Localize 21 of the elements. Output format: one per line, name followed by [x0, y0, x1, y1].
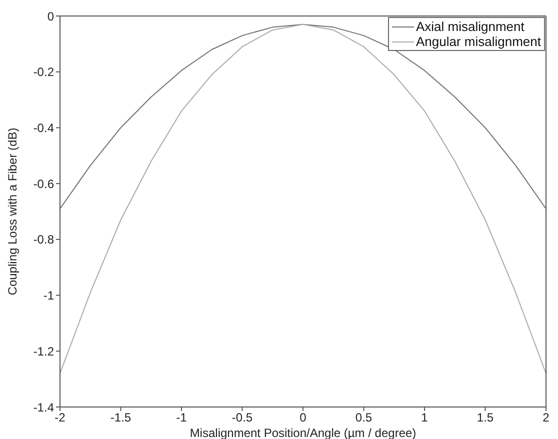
- y-tick-label: -0.6: [33, 176, 54, 191]
- x-tick-label: 0: [300, 410, 307, 425]
- y-axis-title: Coupling Loss with a Fiber (dB): [5, 128, 20, 296]
- y-tick-label: -0.4: [33, 120, 54, 135]
- x-tick-label: -2: [54, 410, 66, 425]
- y-tick-label: -1: [43, 288, 54, 303]
- x-tick-label: -0.5: [232, 410, 253, 425]
- y-tick-label: 0: [47, 9, 54, 24]
- y-tick-label: -0.8: [33, 232, 54, 247]
- x-tick-label: 1: [421, 410, 428, 425]
- y-tick-label: -1.4: [33, 400, 54, 414]
- legend-label: Axial misalignment: [416, 19, 524, 34]
- y-tick-label: -0.2: [33, 65, 54, 80]
- line-series: [60, 24, 546, 374]
- legend-label: Angular misalignment: [416, 34, 541, 49]
- x-tick-label: 0.5: [355, 410, 372, 425]
- x-tick-label: -1: [176, 410, 188, 425]
- x-tick-label: 1.5: [476, 410, 494, 425]
- x-tick-label: 2: [542, 410, 550, 425]
- x-tick-label: -1.5: [110, 410, 132, 425]
- y-tick-label: -1.2: [33, 344, 54, 358]
